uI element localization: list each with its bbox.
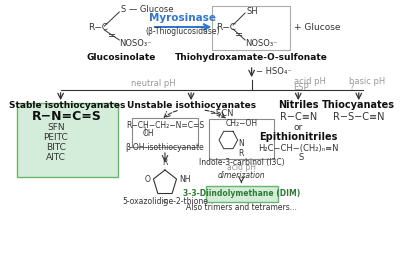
FancyBboxPatch shape <box>209 119 274 159</box>
Text: Indole-3-carbinol (I3C): Indole-3-carbinol (I3C) <box>198 158 284 167</box>
Text: Thiohydroxamate-O-sulfonate: Thiohydroxamate-O-sulfonate <box>175 52 328 61</box>
Text: NOSO₃⁻: NOSO₃⁻ <box>119 38 152 48</box>
Text: ?: ? <box>350 84 354 93</box>
Text: OH: OH <box>142 129 154 138</box>
Text: Epithionitriles: Epithionitriles <box>259 132 338 142</box>
Text: or: or <box>294 123 303 132</box>
Text: H₂C−CH−(CH₂)ₙ≡N: H₂C−CH−(CH₂)ₙ≡N <box>258 144 338 153</box>
FancyBboxPatch shape <box>212 6 290 50</box>
Text: R−C≡N: R−C≡N <box>280 112 317 122</box>
Text: dimerization: dimerization <box>218 171 265 180</box>
Text: Myrosinase: Myrosinase <box>149 13 216 23</box>
Text: basic pH: basic pH <box>350 78 386 87</box>
Text: R−CH−CH₂−N=C=S: R−CH−CH₂−N=C=S <box>126 121 204 130</box>
Text: CH₂−OH: CH₂−OH <box>225 120 258 129</box>
Text: − HSO₄⁻: − HSO₄⁻ <box>256 67 292 76</box>
Text: 5-oxazolidine-2-thione: 5-oxazolidine-2-thione <box>122 197 208 206</box>
Text: Nitriles: Nitriles <box>278 100 318 110</box>
FancyBboxPatch shape <box>132 118 198 147</box>
Text: Glucosinolate: Glucosinolate <box>86 52 156 61</box>
Text: R−S−C≡N: R−S−C≡N <box>333 112 384 122</box>
Text: R−C: R−C <box>88 23 108 32</box>
Text: + Glucose: + Glucose <box>294 22 340 31</box>
Text: =: = <box>108 31 116 41</box>
Text: (β-Thioglucosidase): (β-Thioglucosidase) <box>146 26 220 35</box>
Text: R−C: R−C <box>216 22 236 31</box>
Text: =: = <box>234 30 243 40</box>
Text: S: S <box>298 153 304 162</box>
Text: neutral pH: neutral pH <box>132 79 176 88</box>
Text: SFN: SFN <box>47 123 65 132</box>
FancyBboxPatch shape <box>17 103 118 177</box>
Text: R−N=C=S: R−N=C=S <box>32 109 102 123</box>
Text: SH: SH <box>246 7 258 16</box>
Text: Thiocyanates: Thiocyanates <box>322 100 395 110</box>
Text: β-OH-isothiocyanate: β-OH-isothiocyanate <box>126 144 204 153</box>
Text: R: R <box>162 158 168 167</box>
Text: R: R <box>239 149 244 158</box>
FancyBboxPatch shape <box>206 185 278 201</box>
Text: O: O <box>145 176 151 185</box>
Text: NOSO₃⁻: NOSO₃⁻ <box>245 38 278 48</box>
Text: PEITC: PEITC <box>44 133 68 143</box>
Text: S: S <box>162 199 167 208</box>
Text: 3-3-Diindolymethane (DIM): 3-3-Diindolymethane (DIM) <box>183 189 300 198</box>
Text: S — Glucose: S — Glucose <box>121 5 174 14</box>
Text: Stable isothiocyanates: Stable isothiocyanates <box>9 100 125 109</box>
Text: ESP: ESP <box>294 84 309 93</box>
Text: acid pH: acid pH <box>227 164 256 173</box>
Text: Also trimers and tetramers...: Also trimers and tetramers... <box>186 203 297 212</box>
Text: N: N <box>238 138 244 147</box>
Text: acid pH: acid pH <box>294 78 326 87</box>
Text: AITC: AITC <box>46 153 66 162</box>
Text: |: | <box>143 126 146 133</box>
Text: NH: NH <box>179 176 190 185</box>
Text: −SCN: −SCN <box>209 108 233 117</box>
Text: Unstable isothiocyanates: Unstable isothiocyanates <box>126 100 256 109</box>
Text: BITC: BITC <box>46 144 66 153</box>
